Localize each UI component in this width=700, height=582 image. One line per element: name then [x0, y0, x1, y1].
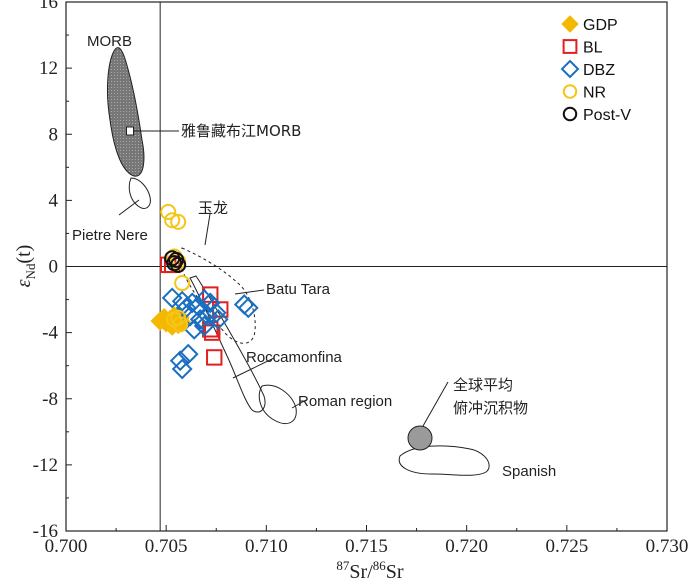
label-yarlung-morb: 雅鲁藏布江MORB: [181, 122, 301, 140]
point-nr: [166, 248, 183, 265]
point-post-v: [170, 256, 187, 273]
region-layer: [106, 47, 490, 476]
legend-label-gdp: GDP: [583, 17, 618, 34]
y-axis: -16 -12 -8 -4 0 4 8 12 16: [33, 0, 72, 542]
x-tick-label: 0.705: [145, 536, 188, 557]
point-dbz: [199, 292, 221, 314]
point-nr: [170, 213, 187, 230]
x-tick-label: 0.720: [445, 536, 488, 557]
label-batu-tara: Batu Tara: [266, 281, 331, 298]
yarlung-morb-marker: [126, 126, 134, 136]
point-dbz: [161, 287, 183, 309]
y-axis-sub-nd: Nd: [23, 263, 38, 279]
legend-label-dbz: DBZ: [583, 62, 615, 79]
point-dbz: [175, 297, 197, 319]
legend-marker-bl: [562, 39, 578, 54]
label-yulong: 玉龙: [198, 199, 228, 217]
point-dbz: [207, 308, 229, 330]
label-spanish: Spanish: [502, 463, 556, 480]
legend-marker-gdp: [561, 15, 579, 33]
y-tick-label: -8: [42, 389, 58, 410]
y-tick-label: -4: [42, 323, 58, 344]
leader-lines: [118, 130, 449, 427]
legend-marker-nr: [562, 84, 578, 99]
point-nr: [164, 212, 181, 229]
legend: GDP BL DBZ NR Post-V: [560, 15, 631, 124]
pietre-nere-field: [128, 177, 151, 209]
point-dbz: [171, 358, 193, 380]
x-axis-sr-slash: Sr/: [349, 561, 373, 582]
x-axis: 0.700 0.705 0.710 0.715 0.720 0.725 0.730: [45, 525, 689, 557]
yulong-field: [178, 247, 256, 344]
x-tick-label: 0.710: [245, 536, 288, 557]
morb-field: [106, 47, 145, 177]
point-dbz: [189, 308, 211, 330]
y-tick-label: -16: [33, 521, 58, 542]
y-axis-epsilon: ε: [13, 279, 35, 287]
x-tick-label: 0.715: [345, 536, 388, 557]
point-dbz: [183, 318, 205, 340]
point-dbz: [193, 315, 215, 337]
label-roman-region: Roman region: [298, 393, 392, 410]
x-axis-sup-87: 87: [336, 558, 350, 573]
label-morb: MORB: [87, 33, 132, 50]
point-nr: [174, 275, 191, 292]
legend-label-post-v: Post-V: [583, 107, 631, 124]
x-axis-title: 87Sr/86Sr: [336, 558, 403, 582]
roccamonfina-field: [189, 275, 266, 413]
x-tick-label: 0.700: [45, 536, 88, 557]
y-axis-t: (t): [13, 245, 35, 264]
point-bl: [206, 349, 223, 366]
x-tick-label: 0.730: [646, 536, 689, 557]
x-axis-sr: Sr: [386, 561, 404, 582]
legend-label-nr: NR: [583, 85, 606, 102]
y-axis-title: εNd(t): [13, 245, 38, 288]
legend-label-bl: BL: [583, 40, 603, 57]
y-tick-label: 0: [49, 257, 59, 278]
y-tick-label: 8: [49, 124, 59, 145]
legend-marker-post-v: [562, 106, 578, 122]
point-dbz: [181, 292, 203, 314]
point-nr: [160, 203, 177, 220]
gloss-marker: [407, 425, 433, 451]
point-nr: [172, 316, 189, 333]
label-pietre-nere: Pietre Nere: [72, 227, 148, 244]
x-axis-sup-86: 86: [373, 558, 387, 573]
y-tick-label: 16: [39, 0, 58, 13]
point-dbz: [237, 297, 259, 319]
roman-region-field: [258, 384, 297, 424]
point-dbz: [233, 294, 255, 315]
point-dbz: [169, 350, 191, 372]
x-tick-label: 0.725: [545, 536, 588, 557]
label-roccamonfina: Roccamonfina: [246, 349, 343, 366]
y-tick-label: 4: [49, 190, 59, 211]
point-dbz: [193, 289, 215, 310]
annotations: MORB 雅鲁藏布江MORB Pietre Nere 玉龙 Batu Tara …: [72, 33, 556, 480]
legend-marker-dbz: [560, 59, 580, 79]
y-tick-label: 12: [39, 58, 58, 79]
spanish-field: [398, 445, 490, 476]
label-gloss-line1: 全球平均: [453, 376, 513, 394]
label-gloss-line2: 俯冲沉积物: [453, 399, 528, 417]
y-tick-label: -12: [33, 455, 58, 476]
point-nr: [170, 309, 187, 326]
data-markers: [150, 203, 259, 380]
